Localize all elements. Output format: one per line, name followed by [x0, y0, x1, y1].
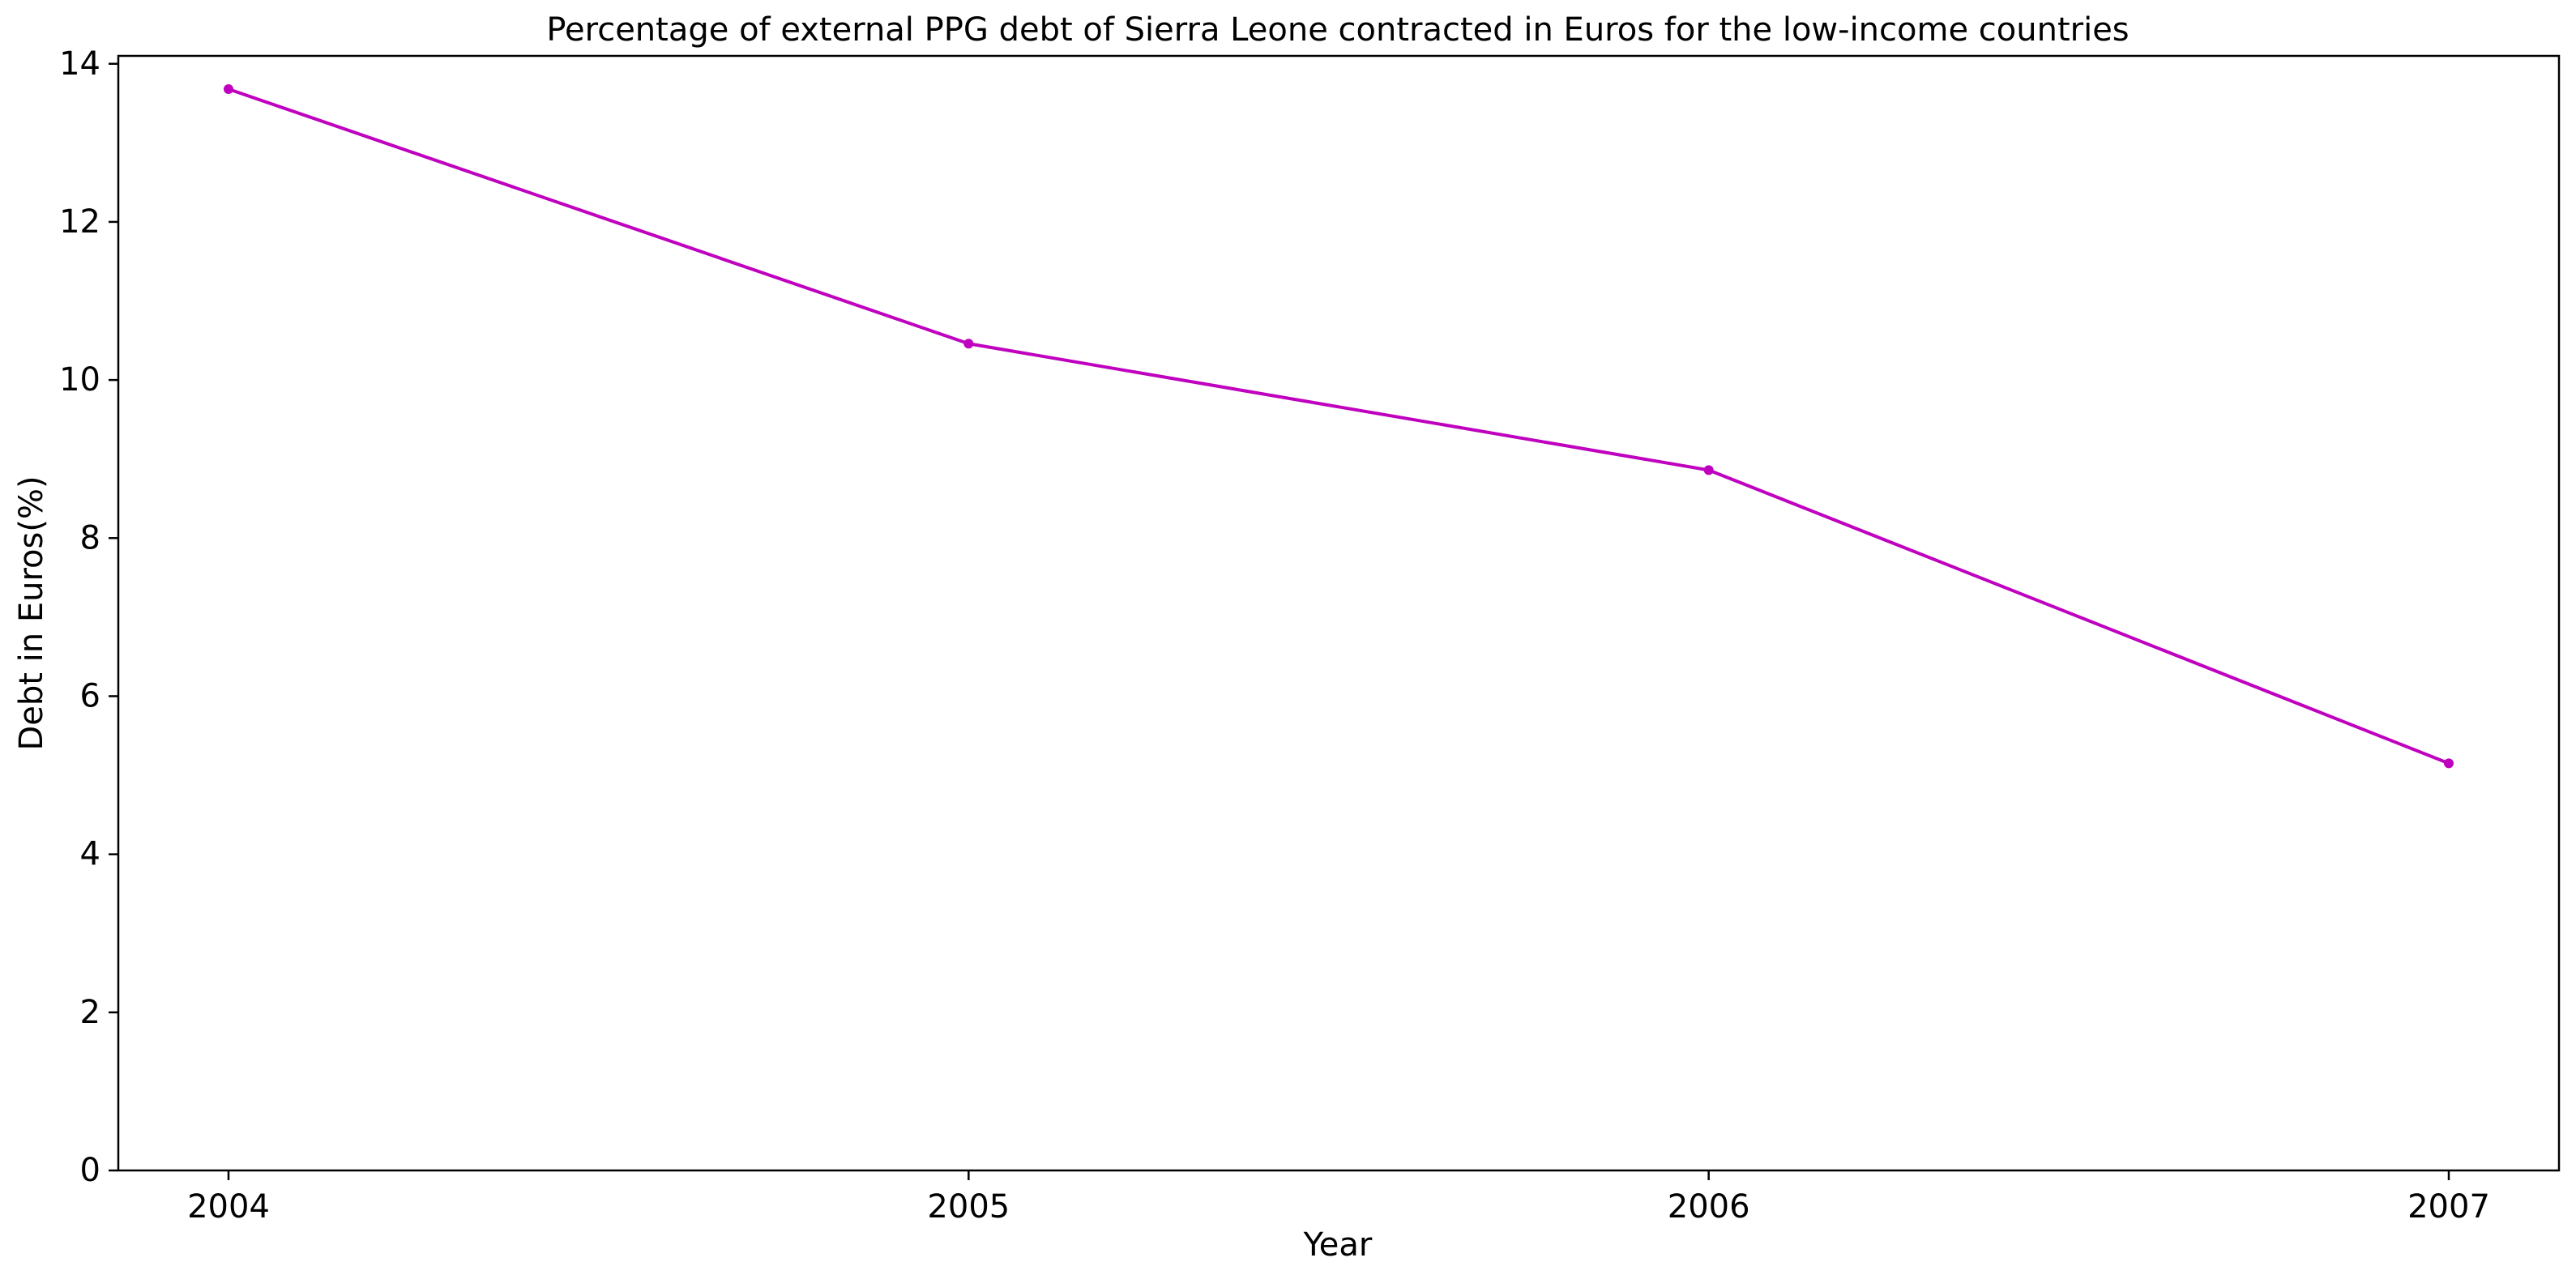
data-point: [1703, 465, 1714, 475]
series-group: [224, 83, 2454, 769]
data-point: [224, 83, 233, 94]
axis-ticks: 0 2 4 6 8 10 12 14 2004 2005 2006 2007: [59, 45, 2490, 1226]
x-axis-label: Year: [1303, 1226, 1373, 1264]
y-tick-label: 4: [80, 836, 100, 873]
y-tick-label: 2: [80, 994, 100, 1031]
series-line: [227, 87, 2450, 765]
x-tick-label: 2006: [1668, 1188, 1750, 1226]
y-tick-label: 10: [59, 361, 100, 399]
y-tick-label: 6: [80, 677, 100, 714]
x-tick-label: 2007: [2407, 1188, 2490, 1226]
y-tick-label: 12: [59, 203, 100, 241]
y-tick-label: 8: [80, 519, 100, 556]
data-point: [963, 339, 974, 349]
x-tick-label: 2004: [187, 1188, 270, 1226]
y-tick-label: 14: [59, 45, 100, 83]
data-point: [2444, 758, 2454, 769]
y-tick-label: 0: [80, 1152, 100, 1189]
x-tick-label: 2005: [927, 1188, 1010, 1226]
chart-title: Percentage of external PPG debt of Sierr…: [546, 11, 2129, 49]
y-axis-label: Debt in Euros(%): [13, 475, 50, 750]
plot-area-frame: [117, 54, 2561, 1172]
